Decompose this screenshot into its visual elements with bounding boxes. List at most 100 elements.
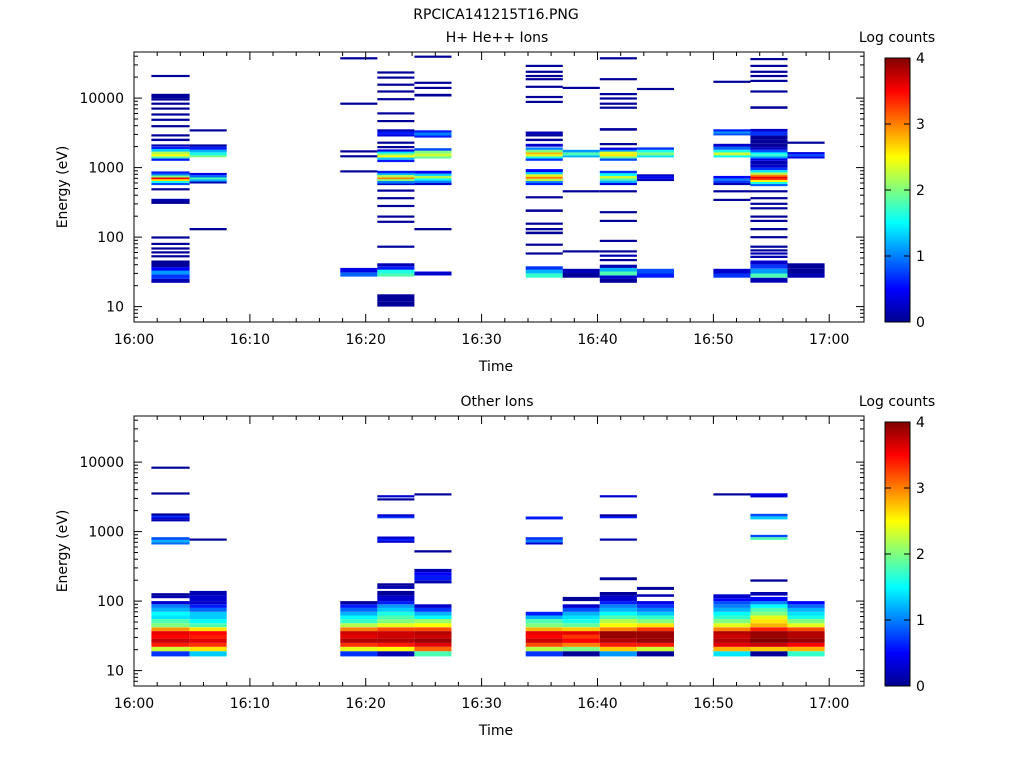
heatmap-cell xyxy=(340,601,378,605)
heatmap-cell xyxy=(151,146,190,149)
heatmap-cell xyxy=(340,627,378,632)
heatmap-cell xyxy=(189,538,227,541)
heatmap-cell xyxy=(525,252,563,255)
heatmap-cell xyxy=(750,623,788,628)
heatmap-cell xyxy=(636,268,674,274)
heatmap-cell xyxy=(787,634,825,639)
heatmap-cell xyxy=(377,172,415,176)
heatmap-cell xyxy=(414,182,452,186)
other-ions-panel: Other Ions 16:00 16:10 16:20 16:30 16:40 16:50… xyxy=(55,394,935,739)
heatmap-cell xyxy=(750,177,788,181)
heatmap-cell xyxy=(787,642,825,647)
heatmap-cell xyxy=(414,93,452,97)
heatmap-cell xyxy=(750,495,788,498)
heatmap-cell xyxy=(189,611,227,616)
heatmap-cell xyxy=(750,167,788,171)
heatmap-cell xyxy=(414,170,452,174)
heatmap-cell xyxy=(562,596,600,602)
heatmap-cell xyxy=(599,538,637,541)
heatmap-cell xyxy=(599,250,637,253)
heatmap-cell xyxy=(377,540,415,543)
heatmap-cell xyxy=(713,642,751,647)
heatmap-cell xyxy=(525,143,563,147)
heatmap-cell xyxy=(750,268,788,274)
heatmap-cell xyxy=(525,147,563,150)
heatmap-cell xyxy=(750,164,788,168)
heatmap-cell xyxy=(151,198,190,201)
heatmap-cell xyxy=(636,174,674,177)
heatmap-cell xyxy=(750,619,788,624)
heatmap-cell xyxy=(189,152,227,156)
heatmap-cell xyxy=(525,537,563,540)
heatmap-cell xyxy=(750,604,788,608)
heatmap-cell xyxy=(377,153,415,156)
heatmap-cell xyxy=(750,135,788,140)
heatmap-cell xyxy=(377,294,415,301)
heatmap-cell xyxy=(414,180,452,183)
heatmap-cell xyxy=(377,607,415,612)
heatmap-cell xyxy=(750,516,788,520)
colorbar-tick-label: 4 xyxy=(916,415,925,431)
heatmap-cell xyxy=(599,595,637,602)
x-tick-label: 16:50 xyxy=(693,332,733,348)
heatmap-cell xyxy=(787,623,825,628)
heatmap-cell xyxy=(151,175,190,178)
heatmap-cell xyxy=(750,143,788,148)
heatmap-cell xyxy=(713,631,751,635)
heatmap-cell xyxy=(340,634,378,639)
heatmap-cell xyxy=(750,493,788,496)
heatmap-cell xyxy=(377,619,415,624)
heatmap-cell xyxy=(750,634,788,639)
heatmap-cell xyxy=(414,611,452,616)
heatmap-cell xyxy=(340,642,378,647)
heatmap-cell xyxy=(750,592,788,596)
heatmap-cell xyxy=(414,550,452,553)
heatmap-cell xyxy=(525,646,563,652)
heatmap-cell xyxy=(525,631,563,635)
heatmap-cell xyxy=(340,170,378,173)
heatmap-cell xyxy=(636,634,674,639)
heatmap-cell xyxy=(377,586,415,589)
heatmap-cell xyxy=(562,646,600,652)
heatmap-cell xyxy=(750,277,788,283)
heatmap-cell xyxy=(340,615,378,620)
heatmap-cell xyxy=(562,638,600,643)
heatmap-cell xyxy=(750,207,788,210)
heatmap-cell xyxy=(713,611,751,616)
heatmap-cell xyxy=(525,178,563,182)
colorbar-tick-label: 2 xyxy=(916,547,925,563)
heatmap-cell xyxy=(414,607,452,612)
heatmap-cell xyxy=(151,611,190,616)
heatmap-cell xyxy=(599,147,637,150)
heatmap-cell xyxy=(636,627,674,632)
heatmap-cell xyxy=(636,594,674,597)
heatmap-cell xyxy=(151,255,190,258)
heatmap-cell xyxy=(636,642,674,647)
heatmap-cell xyxy=(562,642,600,647)
y-axis-label: Energy (eV) xyxy=(55,146,71,229)
heatmap-cell xyxy=(525,623,563,628)
heatmap-cell xyxy=(636,631,674,635)
heatmap-cell xyxy=(750,601,788,605)
heatmap-cell xyxy=(599,271,637,276)
heatmap-cell xyxy=(151,615,190,620)
heatmap-cell xyxy=(189,601,227,605)
heatmap-cell xyxy=(151,517,190,520)
heatmap-cell xyxy=(713,175,751,179)
heatmap-cell xyxy=(189,595,227,602)
heatmap-cell xyxy=(377,197,415,200)
heatmap-cell xyxy=(750,202,788,205)
heatmap-cell xyxy=(525,74,563,78)
heatmap-cell xyxy=(377,157,415,160)
heatmap-cell xyxy=(377,98,415,101)
heatmap-cell xyxy=(525,615,563,620)
heatmap-cell xyxy=(713,651,751,657)
heatmap-cell xyxy=(750,252,788,255)
y-tick-label: 100 xyxy=(97,594,124,610)
heatmap-cell xyxy=(599,219,637,222)
heatmap-cell xyxy=(414,604,452,608)
heatmap-cell xyxy=(599,514,637,517)
heatmap-cell xyxy=(340,611,378,616)
heatmap-cell xyxy=(562,611,600,616)
